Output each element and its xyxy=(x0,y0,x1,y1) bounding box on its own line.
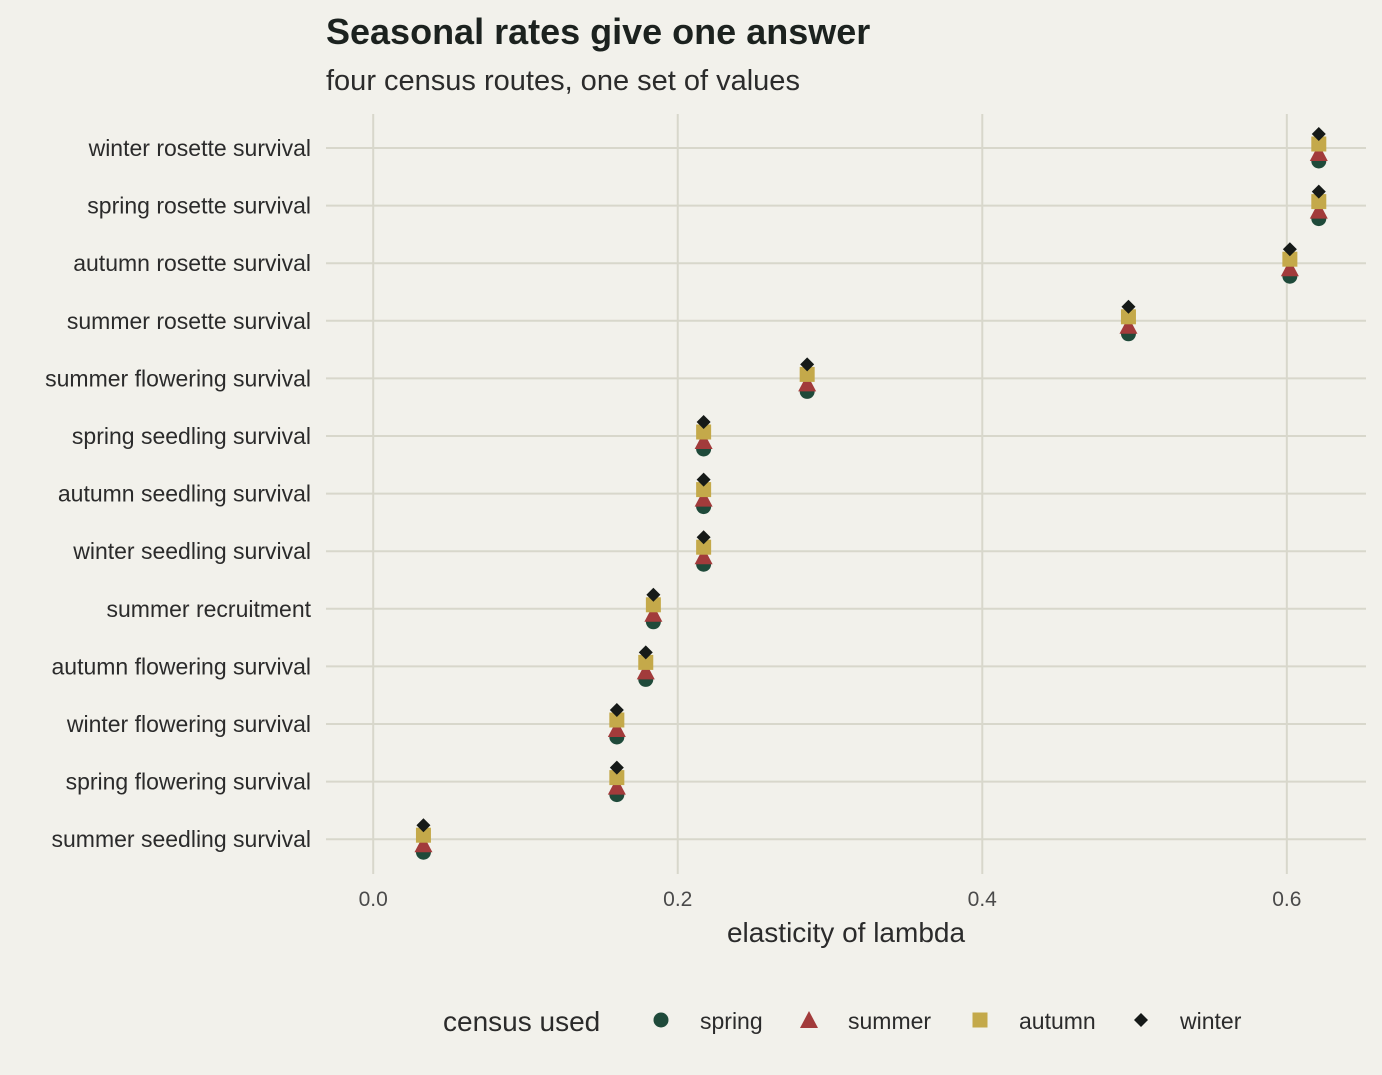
point-autumn xyxy=(638,654,654,670)
point-summer xyxy=(694,432,713,449)
legend-key-summer xyxy=(800,1011,818,1028)
y-tick-label: summer flowering survival xyxy=(45,365,311,391)
legend-key-spring xyxy=(653,1012,669,1028)
y-tick-label: autumn seedling survival xyxy=(58,481,311,507)
legend-key-winter xyxy=(1134,1013,1148,1027)
point-autumn xyxy=(1311,136,1327,152)
series-autumn xyxy=(415,136,1327,843)
x-tick-label: 0.0 xyxy=(359,888,388,911)
point-summer xyxy=(636,662,655,680)
y-tick-label: autumn rosette survival xyxy=(73,250,311,276)
y-tick-label: spring rosette survival xyxy=(87,193,311,219)
point-autumn xyxy=(609,712,625,728)
legend: census used spring summer autumn winter xyxy=(443,1006,1242,1037)
legend-key-autumn xyxy=(972,1012,988,1028)
x-tick-label: 0.6 xyxy=(1272,888,1301,911)
point-summer xyxy=(694,489,713,507)
point-autumn xyxy=(1282,251,1298,267)
y-tick-label: winter rosette survival xyxy=(88,135,311,161)
point-autumn xyxy=(696,482,712,498)
point-winter xyxy=(696,530,711,545)
series-summer xyxy=(414,144,1328,853)
chart-subtitle: four census routes, one set of values xyxy=(326,65,800,97)
point-autumn xyxy=(696,539,712,555)
y-tick-label: summer seedling survival xyxy=(52,826,311,852)
y-tick-label: summer rosette survival xyxy=(67,308,311,334)
point-winter xyxy=(1282,242,1297,257)
point-winter xyxy=(1121,299,1136,314)
point-autumn xyxy=(415,827,431,843)
x-axis-tick-labels: 0.0 0.2 0.4 0.6 xyxy=(359,888,1302,911)
point-autumn xyxy=(645,597,661,613)
data-points xyxy=(414,127,1328,860)
y-tick-label: autumn flowering survival xyxy=(51,653,311,679)
chart-title: Seasonal rates give one answer xyxy=(326,11,870,52)
y-tick-label: summer recruitment xyxy=(107,596,312,622)
x-tick-label: 0.4 xyxy=(968,888,998,911)
point-winter xyxy=(1311,127,1326,141)
point-winter xyxy=(696,415,711,429)
point-autumn xyxy=(696,424,712,440)
y-tick-label: winter seedling survival xyxy=(72,538,311,564)
point-winter xyxy=(696,472,711,487)
grid xyxy=(326,114,1366,874)
point-winter xyxy=(638,645,653,660)
point-summer xyxy=(1280,259,1299,277)
legend-label-autumn: autumn xyxy=(1019,1008,1096,1034)
y-axis-tick-labels: winter rosette survival spring rosette su… xyxy=(45,135,311,852)
series-winter xyxy=(416,127,1326,833)
y-tick-label: spring flowering survival xyxy=(66,769,311,795)
point-winter xyxy=(609,760,624,775)
point-summer xyxy=(414,835,433,853)
y-tick-label: winter flowering survival xyxy=(66,711,311,737)
series-spring xyxy=(415,153,1327,860)
point-summer xyxy=(607,720,626,737)
point-autumn xyxy=(1311,194,1327,210)
point-autumn xyxy=(799,366,815,382)
legend-label-spring: spring xyxy=(700,1008,763,1034)
point-summer xyxy=(1119,316,1138,334)
point-autumn xyxy=(1120,309,1136,325)
point-winter xyxy=(416,818,431,833)
point-summer xyxy=(798,374,817,392)
point-winter xyxy=(609,703,624,717)
point-winter xyxy=(800,357,815,372)
legend-label-winter: winter xyxy=(1179,1008,1242,1034)
point-summer xyxy=(644,604,663,622)
point-summer xyxy=(1309,144,1328,161)
point-summer xyxy=(607,777,626,795)
point-autumn xyxy=(609,770,625,786)
legend-title: census used xyxy=(443,1006,600,1037)
x-axis-label: elasticity of lambda xyxy=(727,917,966,948)
point-winter xyxy=(646,587,661,602)
y-tick-label: spring seedling survival xyxy=(72,423,311,449)
point-summer xyxy=(694,547,713,565)
x-tick-label: 0.2 xyxy=(663,888,692,911)
point-summer xyxy=(1309,201,1328,219)
point-winter xyxy=(1311,184,1326,199)
legend-label-summer: summer xyxy=(848,1008,931,1034)
